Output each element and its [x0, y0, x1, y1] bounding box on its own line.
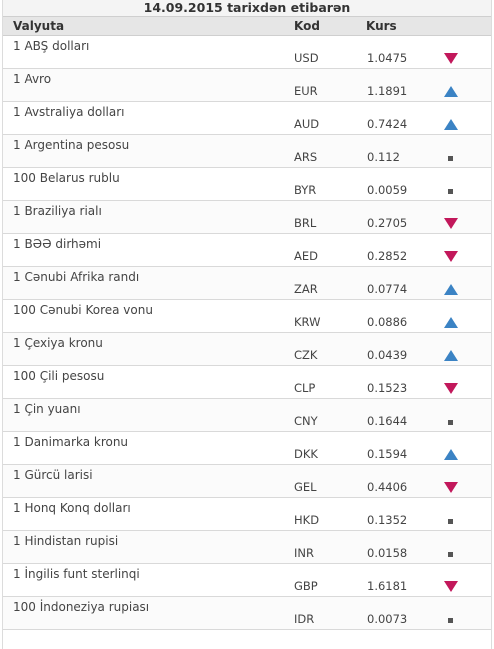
exchange-rate: 1.0475 — [367, 51, 408, 65]
table-row: 1 Danimarka kronu DKK 0.1594 — [3, 432, 491, 465]
exchange-rate: 1.6181 — [367, 579, 408, 593]
currency-code: EUR — [294, 84, 318, 98]
exchange-rate: 0.0158 — [367, 546, 408, 560]
currency-code: CNY — [294, 414, 318, 428]
trend-unchanged-icon — [443, 185, 459, 197]
currency-name: 1 Avro — [13, 72, 52, 86]
trend-unchanged-icon — [443, 515, 459, 527]
table-row: 100 Cənubi Korea vonu KRW 0.0886 — [3, 300, 491, 333]
currency-name: 1 Avstraliya dolları — [13, 105, 125, 119]
trend-unchanged-icon — [443, 152, 459, 164]
currency-name: 100 Çili pesosu — [13, 369, 105, 383]
currency-name: 1 BƏƏ dirhəmi — [13, 237, 102, 251]
currency-code: ZAR — [294, 282, 318, 296]
table-row: 1 Honq Konq dolları HKD 0.1352 — [3, 498, 491, 531]
currency-code: KRW — [294, 315, 321, 329]
trend-up-icon — [443, 350, 459, 362]
table-row: 1 Braziliya rialı BRL 0.2705 — [3, 201, 491, 234]
exchange-rate: 0.0886 — [367, 315, 408, 329]
currency-code: GBP — [294, 579, 318, 593]
currency-code: BRL — [294, 216, 317, 230]
table-row: 100 Belarus rublu BYR 0.0059 — [3, 168, 491, 201]
exchange-rate: 0.1352 — [367, 513, 408, 527]
exchange-rate: 0.112 — [367, 150, 400, 164]
currency-name: 1 Honq Konq dolları — [13, 501, 131, 515]
currency-code: AUD — [294, 117, 320, 131]
table-row: 1 Çexiya kronu CZK 0.0439 — [3, 333, 491, 366]
currency-code: USD — [294, 51, 319, 65]
exchange-rate: 0.7424 — [367, 117, 408, 131]
table-row: 100 İndoneziya rupiası IDR 0.0073 — [3, 597, 491, 630]
table-header: Valyuta Kod Kurs — [3, 17, 491, 36]
trend-down-icon — [443, 383, 459, 395]
currency-name: 100 Cənubi Korea vonu — [13, 303, 153, 317]
table-row: 1 BƏƏ dirhəmi AED 0.2852 — [3, 234, 491, 267]
column-header-rate: Kurs — [366, 19, 397, 33]
table-row: 1 Avstraliya dolları AUD 0.7424 — [3, 102, 491, 135]
trend-down-icon — [443, 581, 459, 593]
currency-code: BYR — [294, 183, 317, 197]
exchange-rate: 1.1891 — [367, 84, 408, 98]
trend-unchanged-icon — [443, 614, 459, 626]
currency-name: 1 Braziliya rialı — [13, 204, 102, 218]
table-row: 1 Cənubi Afrika randı ZAR 0.0774 — [3, 267, 491, 300]
currency-code: CZK — [294, 348, 318, 362]
trend-up-icon — [443, 449, 459, 461]
trend-up-icon — [443, 284, 459, 296]
exchange-rate: 0.1594 — [367, 447, 408, 461]
column-header-currency: Valyuta — [13, 19, 65, 33]
exchange-rate: 0.1523 — [367, 381, 408, 395]
currency-name: 1 Hindistan rupisi — [13, 534, 119, 548]
currency-name: 1 Danimarka kronu — [13, 435, 129, 449]
currency-name: 1 Argentina pesosu — [13, 138, 130, 152]
currency-name: 1 ABŞ dolları — [13, 39, 90, 53]
currency-code: AED — [294, 249, 318, 263]
table-row: 1 Çin yuanı CNY 0.1644 — [3, 399, 491, 432]
exchange-rate: 0.0439 — [367, 348, 408, 362]
exchange-rate: 0.0774 — [367, 282, 408, 296]
currency-name: 1 İngilis funt sterlinqi — [13, 567, 140, 581]
currency-code: CLP — [294, 381, 316, 395]
exchange-rate: 0.1644 — [367, 414, 408, 428]
trend-down-icon — [443, 482, 459, 494]
trend-up-icon — [443, 86, 459, 98]
table-row: 1 İngilis funt sterlinqi GBP 1.6181 — [3, 564, 491, 597]
table-row: 100 Çili pesosu CLP 0.1523 — [3, 366, 491, 399]
trend-down-icon — [443, 251, 459, 263]
trend-up-icon — [443, 317, 459, 329]
currency-name: 100 İndoneziya rupiası — [13, 600, 150, 614]
table-row: 1 ABŞ dolları USD 1.0475 — [3, 36, 491, 69]
currency-name: 1 Cənubi Afrika randı — [13, 270, 140, 284]
currency-code: ARS — [294, 150, 318, 164]
exchange-rate: 0.2852 — [367, 249, 408, 263]
trend-down-icon — [443, 53, 459, 65]
currency-name: 100 Belarus rublu — [13, 171, 120, 185]
currency-name: 1 Gürcü larisi — [13, 468, 93, 482]
currency-code: HKD — [294, 513, 320, 527]
exchange-rate: 0.2705 — [367, 216, 408, 230]
trend-unchanged-icon — [443, 416, 459, 428]
trend-up-icon — [443, 119, 459, 131]
table-row: 1 Argentina pesosu ARS 0.112 — [3, 135, 491, 168]
currency-code: DKK — [294, 447, 318, 461]
table-row: 1 Hindistan rupisi INR 0.0158 — [3, 531, 491, 564]
trend-down-icon — [443, 218, 459, 230]
trend-unchanged-icon — [443, 548, 459, 560]
exchange-rate: 0.0059 — [367, 183, 408, 197]
column-header-code: Kod — [294, 19, 320, 33]
currency-code: GEL — [294, 480, 317, 494]
exchange-rate: 0.4406 — [367, 480, 408, 494]
date-title: 14.09.2015 tarixdən etibarən — [3, 0, 491, 17]
currency-name: 1 Çexiya kronu — [13, 336, 103, 350]
table-row: 1 Avro EUR 1.1891 — [3, 69, 491, 102]
currency-name: 1 Çin yuanı — [13, 402, 81, 416]
currency-code: IDR — [294, 612, 315, 626]
table-row: 1 Gürcü larisi GEL 0.4406 — [3, 465, 491, 498]
currency-table-body: 1 ABŞ dolları USD 1.0475 1 Avro EUR 1.1891 1 A… — [3, 36, 491, 630]
exchange-rate: 0.0073 — [367, 612, 408, 626]
currency-code: INR — [294, 546, 314, 560]
